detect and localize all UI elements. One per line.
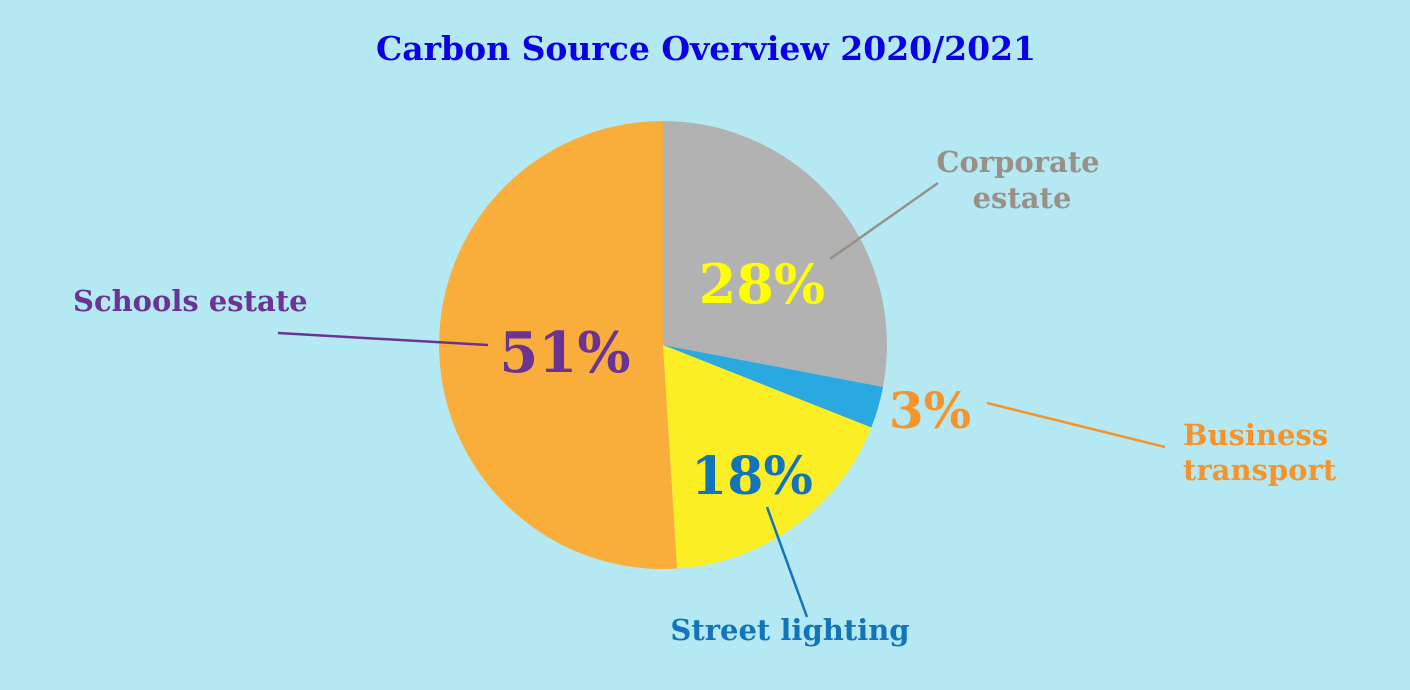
leader-line-corporate-estate [829, 181, 939, 261]
percent-label-business-transport: 3% [889, 381, 971, 440]
pie-slice-street-lighting [663, 345, 872, 569]
percent-label-schools-estate: 51% [499, 320, 630, 386]
leader-line-business-transport [986, 401, 1166, 449]
leader-lines [277, 181, 1166, 618]
category-label-corporate-estate: Corporate estate [936, 145, 1099, 215]
leader-line-street-lighting [765, 506, 809, 618]
category-labels: Corporate estate Business transport Street l… [73, 145, 1337, 647]
pie-slice-business-transport [663, 345, 884, 428]
category-label-schools-estate: Schools estate [73, 284, 308, 318]
category-label-business-transport: Business transport [1183, 418, 1337, 487]
percent-label-corporate-estate: 28% [699, 252, 825, 316]
leader-line-schools-estate [277, 331, 489, 347]
percent-label-street-lighting: 18% [691, 446, 813, 507]
pie-slice-corporate-estate [663, 121, 887, 387]
category-label-street-lighting: Street lighting [670, 613, 909, 647]
chart-title: Carbon Source Overview 2020/2021 [376, 29, 1036, 68]
pie-slices [439, 121, 887, 569]
percent-labels: 28% 3% 18% 51% [499, 252, 971, 507]
pie-slice-schools-estate [439, 121, 678, 569]
